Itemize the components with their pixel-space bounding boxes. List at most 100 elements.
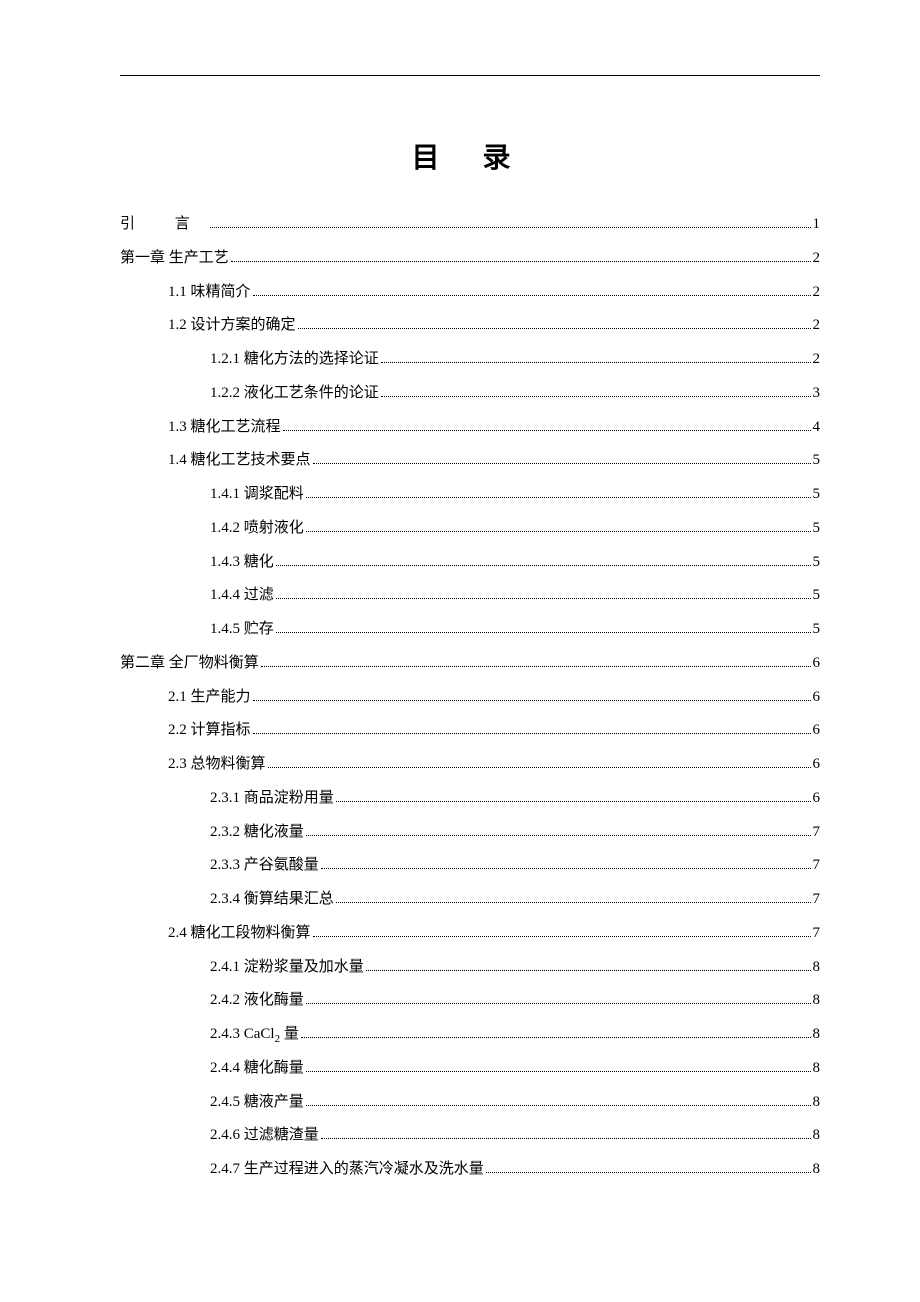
toc-page-number: 6 [813, 748, 821, 782]
toc-leader-dots [336, 801, 811, 802]
toc-page-number: 7 [813, 883, 821, 917]
toc-leader-dots [306, 835, 811, 836]
toc-label: 2.4.4 糖化酶量 [210, 1052, 304, 1086]
toc-leader-dots [321, 1138, 811, 1139]
toc-entry: 1.4.1 调浆配料5 [120, 478, 820, 512]
toc-label: 2.4.7 生产过程进入的蒸汽冷凝水及洗水量 [210, 1153, 484, 1187]
toc-leader-dots [313, 463, 811, 464]
toc-label: 2.3.3 产谷氨酸量 [210, 849, 319, 883]
toc-label: 2.3.2 糖化液量 [210, 816, 304, 850]
toc-label: 2.1 生产能力 [168, 681, 251, 715]
toc-entry: 1.3 糖化工艺流程 4 [120, 411, 820, 445]
toc-page-number: 6 [813, 647, 821, 681]
toc-entry: 第二章 全厂物料衡算 6 [120, 647, 820, 681]
toc-label: 1.2.1 糖化方法的选择论证 [210, 343, 379, 377]
toc-page-number: 5 [813, 512, 821, 546]
toc-page-number: 2 [813, 309, 821, 343]
toc-page-number: 6 [813, 714, 821, 748]
toc-label: 2.3 总物料衡算 [168, 748, 266, 782]
toc-label: 2.2 计算指标 [168, 714, 251, 748]
toc-label: 2.4.3 CaCl2 量 [210, 1018, 299, 1052]
toc-page-number: 7 [813, 816, 821, 850]
toc-title: 目 录 [120, 136, 820, 176]
toc-leader-dots [268, 767, 811, 768]
toc-leader-dots [231, 261, 811, 262]
toc-page-number: 7 [813, 849, 821, 883]
toc-page-number: 5 [813, 444, 821, 478]
toc-entry: 2.4.4 糖化酶量 8 [120, 1052, 820, 1086]
toc-page-number: 5 [813, 579, 821, 613]
toc-label: 1.3 糖化工艺流程 [168, 411, 281, 445]
toc-leader-dots [261, 666, 811, 667]
toc-page-number: 4 [813, 411, 821, 445]
toc-page-number: 8 [813, 1086, 821, 1120]
toc-label: 2.4.6 过滤糖渣量 [210, 1119, 319, 1153]
toc-label: 1.4.1 调浆配料 [210, 478, 304, 512]
toc-leader-dots [313, 936, 811, 937]
toc-leader-dots [301, 1037, 811, 1038]
toc-page-number: 7 [813, 917, 821, 951]
toc-entry: 2.3.3 产谷氨酸量 7 [120, 849, 820, 883]
toc-page-number: 2 [813, 343, 821, 377]
toc-entry: 2.3.4 衡算结果汇总 7 [120, 883, 820, 917]
toc-entry: 2.4.6 过滤糖渣量 8 [120, 1119, 820, 1153]
toc-leader-dots [298, 328, 811, 329]
toc-leader-dots [336, 902, 811, 903]
toc-entry: 2.4.2 液化酶量 8 [120, 984, 820, 1018]
toc-entry: 1.4.2 喷射液化 5 [120, 512, 820, 546]
toc-entry: 2.2 计算指标 6 [120, 714, 820, 748]
toc-label: 1.4.5 贮存 [210, 613, 274, 647]
toc-leader-dots [306, 1071, 811, 1072]
toc-label: 2.4.5 糖液产量 [210, 1086, 304, 1120]
toc-page-number: 8 [813, 951, 821, 985]
toc-page-number: 8 [813, 1052, 821, 1086]
toc-label: 2.4 糖化工段物料衡算 [168, 917, 311, 951]
toc-label: 1.1 味精简介 [168, 276, 251, 310]
toc-label: 2.3.1 商品淀粉用量 [210, 782, 334, 816]
toc-entry: 1.2 设计方案的确定2 [120, 309, 820, 343]
toc-leader-dots [253, 733, 811, 734]
toc-page-number: 8 [813, 1119, 821, 1153]
toc-leader-dots [283, 430, 811, 431]
toc-leader-dots [381, 362, 811, 363]
toc-entry: 引 言1 [120, 208, 820, 242]
toc-entry: 1.2.2 液化工艺条件的论证 3 [120, 377, 820, 411]
toc-leader-dots [276, 565, 811, 566]
header-rule [120, 75, 820, 76]
toc-entry: 2.1 生产能力 6 [120, 681, 820, 715]
toc-page-number: 6 [813, 681, 821, 715]
toc-page-number: 1 [813, 208, 821, 242]
toc-leader-dots [210, 227, 811, 228]
toc-label: 2.4.2 液化酶量 [210, 984, 304, 1018]
toc-page-number: 5 [813, 546, 821, 580]
toc-entry: 2.3.2 糖化液量 7 [120, 816, 820, 850]
toc-leader-dots [306, 1003, 811, 1004]
toc-page-number: 8 [813, 984, 821, 1018]
toc-label: 2.3.4 衡算结果汇总 [210, 883, 334, 917]
toc-page-number: 2 [813, 276, 821, 310]
toc-entry: 2.3 总物料衡算 6 [120, 748, 820, 782]
toc-page-number: 3 [813, 377, 821, 411]
toc-entry: 第一章 生产工艺2 [120, 242, 820, 276]
toc-page-number: 2 [813, 242, 821, 276]
toc-leader-dots [366, 970, 811, 971]
toc-label: 1.4.2 喷射液化 [210, 512, 304, 546]
toc-entry: 1.4.4 过滤 5 [120, 579, 820, 613]
toc-page-number: 8 [813, 1153, 821, 1187]
toc-leader-dots [276, 598, 811, 599]
toc-leader-dots [276, 632, 811, 633]
toc-leader-dots [253, 295, 811, 296]
toc-label: 2.4.1 淀粉浆量及加水量 [210, 951, 364, 985]
toc-entry: 1.2.1 糖化方法的选择论证 2 [120, 343, 820, 377]
toc-label: 1.2.2 液化工艺条件的论证 [210, 377, 379, 411]
toc-label: 1.4 糖化工艺技术要点 [168, 444, 311, 478]
toc-leader-dots [381, 396, 811, 397]
toc-page-number: 6 [813, 782, 821, 816]
toc-entry: 2.4.3 CaCl2 量8 [120, 1018, 820, 1052]
toc-entry: 1.4.3 糖化 5 [120, 546, 820, 580]
toc-entry: 1.4 糖化工艺技术要点 5 [120, 444, 820, 478]
toc-label: 第二章 全厂物料衡算 [120, 647, 259, 681]
toc-label: 1.4.3 糖化 [210, 546, 274, 580]
toc-label: 1.4.4 过滤 [210, 579, 274, 613]
toc-entry: 2.4.1 淀粉浆量及加水量 8 [120, 951, 820, 985]
